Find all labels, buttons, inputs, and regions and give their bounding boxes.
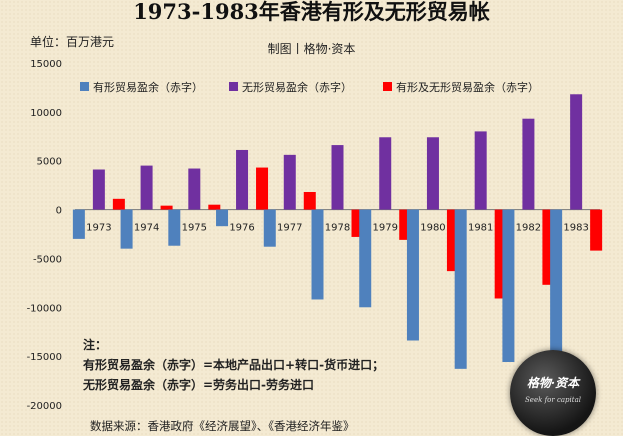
y-tick-label: 0 <box>56 206 62 217</box>
bar-series-2-1974 <box>140 165 153 210</box>
x-category-label: 1977 <box>277 223 302 234</box>
bar-series-2-1979 <box>379 137 392 210</box>
bar-series-1-1978 <box>311 209 324 300</box>
x-category-label: 1980 <box>420 223 445 234</box>
x-category-label: 1976 <box>229 223 254 234</box>
y-tick-label: -10000 <box>27 303 62 314</box>
y-tick-label: 5000 <box>37 157 62 168</box>
x-category-label: 1979 <box>373 223 398 234</box>
bar-series-2-1977 <box>283 154 296 210</box>
legend-label-2: 无形贸易盈余（赤字） <box>242 80 352 94</box>
y-tick-label: 15000 <box>30 59 62 70</box>
x-category-label: 1982 <box>516 223 541 234</box>
legend-swatch-3 <box>383 82 392 91</box>
bar-series-3-1975 <box>208 204 221 210</box>
x-category-label: 1983 <box>563 223 588 234</box>
bar-series-1-1980 <box>406 209 419 341</box>
bar-series-1-1981 <box>454 209 467 369</box>
logo-seal: 格物·资本 Seek for capital <box>510 350 596 436</box>
x-category-label: 1975 <box>182 223 207 234</box>
chart-title: 1973-1983年香港有形及无形贸易帐 <box>133 0 490 24</box>
seal-tagline: Seek for capital <box>525 396 581 404</box>
bar-series-1-1973 <box>72 209 85 239</box>
bar-series-2-1976 <box>236 149 249 210</box>
notes-line-1: 有形贸易盈余（赤字）=本地产品出口+转口-货币进口； <box>83 358 385 372</box>
chart-subtitle: 制图丨格物·资本 <box>267 42 356 56</box>
x-category-label: 1981 <box>468 223 493 234</box>
legend-label-3: 有形及无形贸易盈余（赤字） <box>396 80 539 94</box>
bar-series-1-1977 <box>263 209 276 247</box>
bar-series-1-1976 <box>216 209 229 227</box>
legend-label-1: 有形贸易盈余（赤字） <box>93 80 203 94</box>
bar-series-2-1978 <box>331 145 344 210</box>
x-category-label: 1973 <box>86 223 111 234</box>
bar-series-3-1977 <box>303 191 316 210</box>
x-category-label: 1978 <box>325 223 350 234</box>
unit-label: 单位：百万港元 <box>30 35 115 49</box>
y-tick-label: 10000 <box>30 108 62 119</box>
bar-series-2-1981 <box>474 131 487 210</box>
y-tick-label: -5000 <box>33 254 62 265</box>
notes-heading: 注： <box>83 338 108 352</box>
seal-logo-text: 格物·资本 <box>526 376 580 390</box>
bar-series-1-1983 <box>550 209 563 354</box>
bar-series-1-1975 <box>168 209 181 246</box>
bar-series-2-1982 <box>522 118 535 210</box>
bar-series-1-1979 <box>359 209 372 308</box>
bar-series-2-1983 <box>570 94 583 210</box>
bar-series-3-1973 <box>112 198 125 210</box>
notes-line-2: 无形贸易盈余（赤字）=劳务出口-劳务进口 <box>83 378 315 392</box>
notes-block: 注： 有形贸易盈余（赤字）=本地产品出口+转口-货币进口； 无形贸易盈余（赤字）… <box>83 335 384 395</box>
bar-series-2-1980 <box>426 137 439 210</box>
y-tick-label: -20000 <box>27 401 62 412</box>
bar-series-3-1976 <box>256 167 269 210</box>
bar-series-3-1974 <box>160 205 173 210</box>
bar-series-2-1975 <box>188 168 201 210</box>
bar-series-2-1973 <box>92 169 105 210</box>
legend-swatch-2 <box>229 82 238 91</box>
x-category-label: 1974 <box>134 223 159 234</box>
data-source: 数据来源：香港政府《经济展望》、《香港经济年鉴》 <box>90 419 355 433</box>
legend-swatch-1 <box>80 82 89 91</box>
bar-series-3-1983 <box>590 209 603 251</box>
bar-series-1-1974 <box>120 209 133 249</box>
bar-series-1-1982 <box>502 209 515 363</box>
y-tick-label: -15000 <box>27 352 62 363</box>
